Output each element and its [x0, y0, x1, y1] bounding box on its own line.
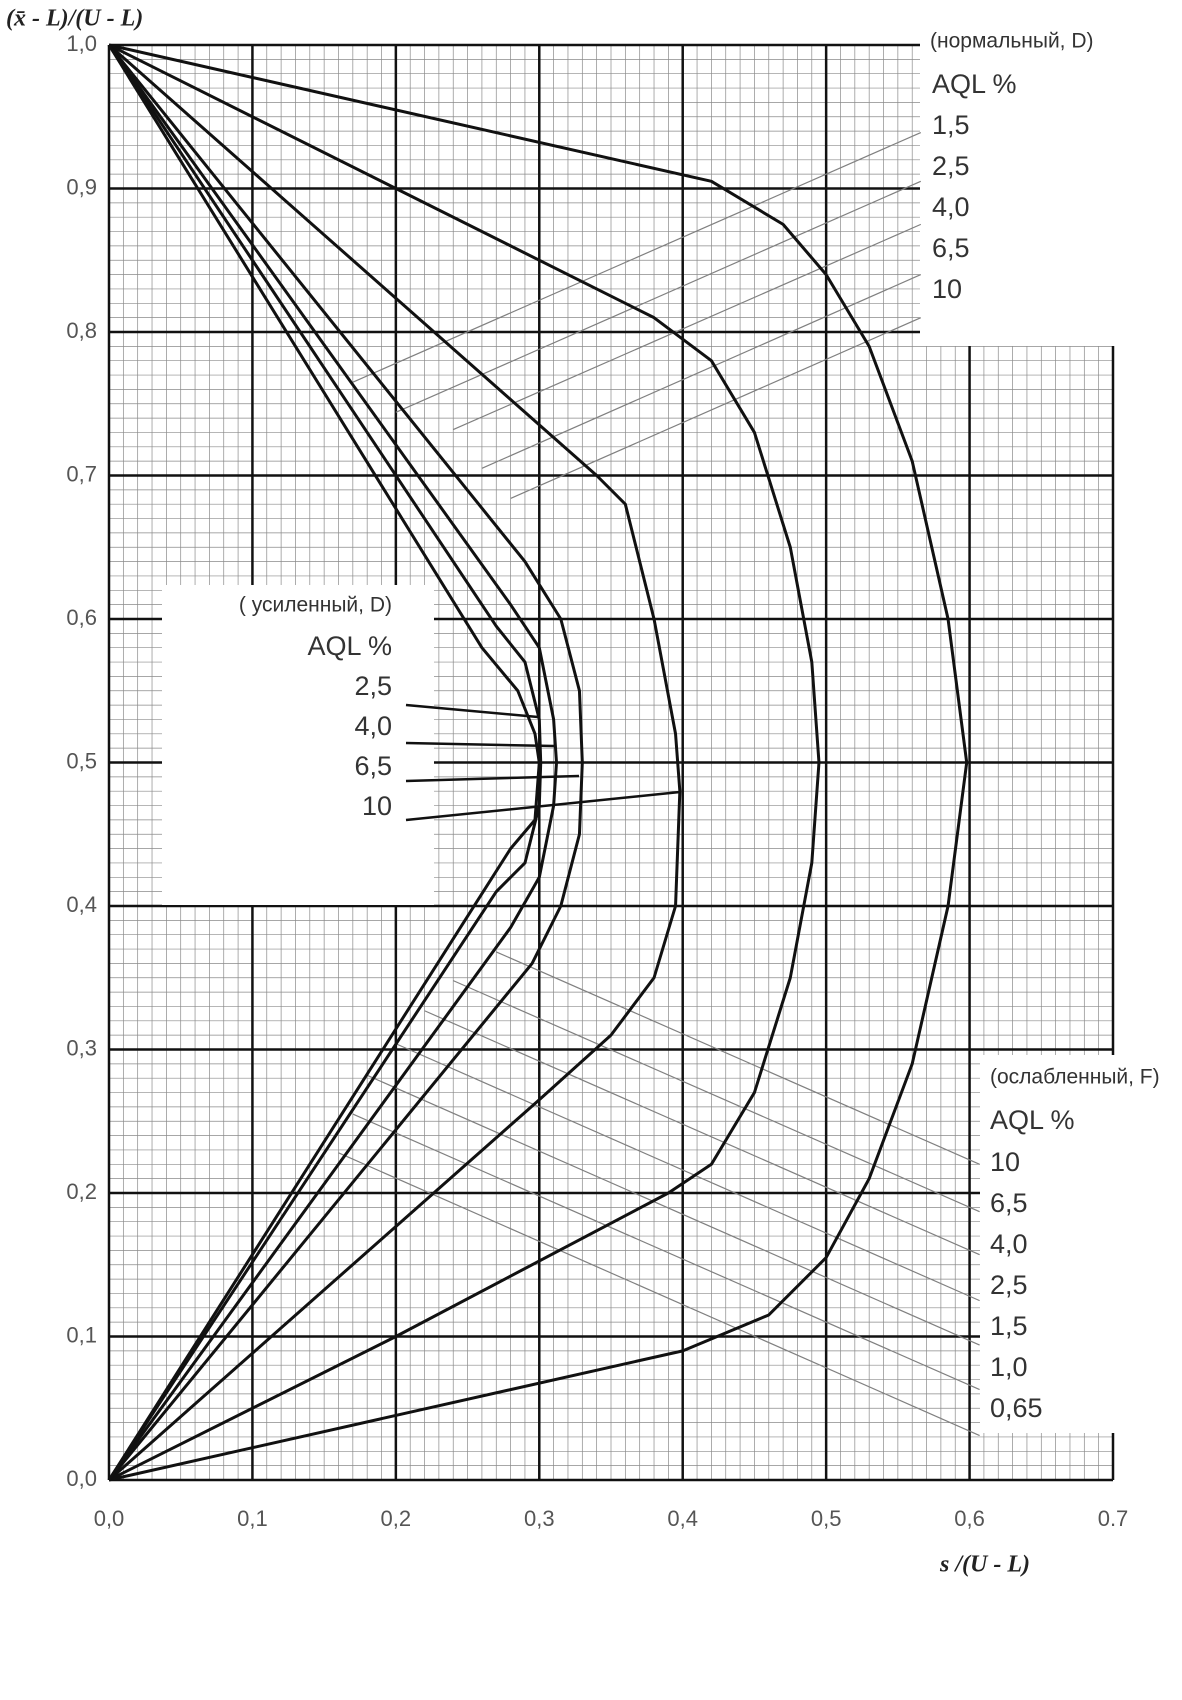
x-axis-label: s /(U - L): [939, 1552, 1030, 1578]
leader-line: [405, 703, 539, 719]
y-tick-label: 0,8: [66, 318, 97, 343]
normal-header: AQL %: [932, 69, 1017, 99]
y-tick-label: 0,2: [66, 1179, 97, 1204]
reduced-aql-label: 6,5: [990, 1188, 1028, 1218]
tightened-aql-label: 6,5: [354, 751, 392, 781]
normal-aql-label: 4,0: [932, 192, 970, 222]
tightened-panel: [162, 585, 434, 905]
normal-panel: [920, 18, 1182, 346]
reduced-ref-line: [366, 1074, 980, 1346]
normal-title: (нормальный, D): [930, 30, 1094, 53]
x-tick-label: 0,6: [954, 1506, 985, 1531]
y-tick-label: 0,5: [66, 748, 97, 773]
leader-line: [405, 774, 580, 783]
y-tick-label: 0,4: [66, 892, 97, 917]
reduced-panel: [980, 1055, 1182, 1433]
leader-line: [405, 741, 555, 748]
tightened-aql-label: 10: [362, 791, 392, 821]
curve: [107, 44, 541, 1481]
normal-ref-line: [510, 317, 922, 500]
normal-aql-label: 1,5: [932, 110, 970, 140]
marks: [107, 43, 980, 1482]
reduced-ref-line: [338, 1152, 980, 1437]
y-tick-label: 0,3: [66, 1035, 97, 1060]
normal-aql-label: 2,5: [932, 151, 970, 181]
reduced-aql-label: 1,5: [990, 1311, 1028, 1341]
curve: [107, 44, 584, 1481]
x-tick-label: 0,0: [94, 1506, 125, 1531]
reduced-title: (ослабленный, F): [990, 1066, 1160, 1089]
normal-aql-label: 10: [932, 274, 962, 304]
reduced-ref-line: [352, 1113, 980, 1391]
reduced-aql-label: 10: [990, 1147, 1020, 1177]
reduced-ref-line: [395, 1043, 980, 1302]
y-tick-label: 0,0: [66, 1466, 97, 1491]
y-tick-label: 1,0: [66, 31, 97, 56]
reduced-aql-label: 4,0: [990, 1229, 1028, 1259]
curve: [108, 43, 821, 1482]
y-tick-label: 0,6: [66, 605, 97, 630]
reduced-aql-label: 1,0: [990, 1352, 1028, 1382]
tightened-aql-label: 2,5: [354, 671, 392, 701]
tightened-aql-label: 4,0: [354, 711, 392, 741]
normal-ref-line: [452, 223, 922, 431]
curve: [108, 43, 969, 1482]
x-tick-label: 0,4: [667, 1506, 698, 1531]
y-tick-label: 0,1: [66, 1322, 97, 1347]
tightened-title: ( усиленный, D): [239, 594, 392, 617]
x-tick-label: 0,1: [237, 1506, 268, 1531]
y-tick-label: 0,7: [66, 461, 97, 486]
normal-ref-line: [481, 274, 922, 469]
normal-ref-line: [395, 180, 922, 413]
y-axis-label: (x̄ - L)/(U - L): [6, 6, 143, 32]
x-tick-label: 0,3: [524, 1506, 555, 1531]
reduced-aql-label: 2,5: [990, 1270, 1028, 1300]
reduced-ref-line: [496, 951, 980, 1165]
reduced-aql-label: 0,65: [990, 1393, 1043, 1423]
normal-ref-line: [352, 131, 922, 383]
x-tick-label: 0,2: [381, 1506, 412, 1531]
reduced-ref-line: [424, 1010, 980, 1256]
x-tick-label: 0,5: [811, 1506, 842, 1531]
normal-aql-label: 6,5: [932, 233, 970, 263]
tightened-header: AQL %: [307, 631, 392, 661]
leader-line: [405, 790, 681, 822]
x-tick-label: 0.7: [1098, 1506, 1129, 1531]
curve: [107, 44, 558, 1481]
y-tick-label: 0,9: [66, 174, 97, 199]
reduced-header: AQL %: [990, 1105, 1075, 1135]
reduced-ref-line: [452, 980, 980, 1213]
